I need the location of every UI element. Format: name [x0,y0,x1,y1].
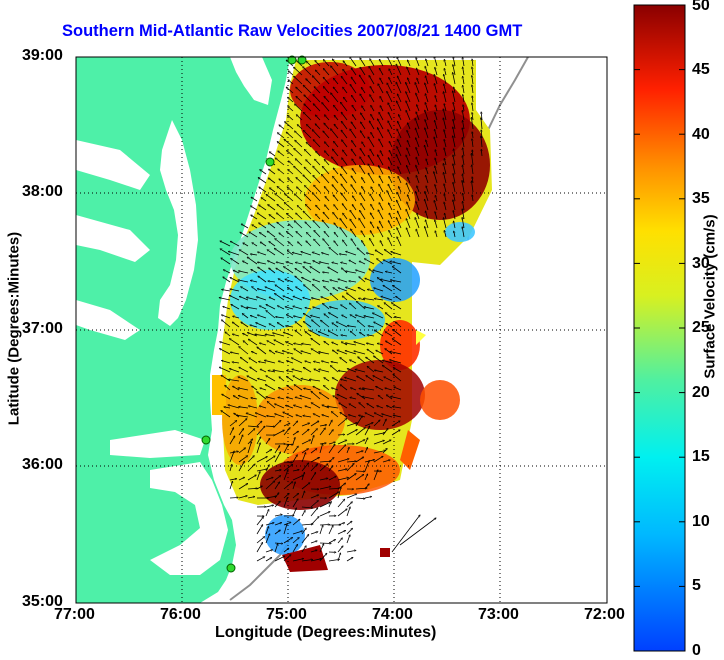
colorbar-tick-label: 25 [692,319,710,337]
velocity-patch [370,258,420,302]
velocity-arrow [230,498,238,499]
velocity-arrow [338,435,345,436]
velocity-arrow [356,471,365,472]
radar-station-marker [227,564,235,572]
colorbar-tick-label: 35 [692,190,710,208]
x-tick-label: 73:00 [478,606,519,624]
y-tick-label: 35:00 [22,593,63,611]
x-tick-label: 75:00 [266,606,307,624]
x-tick-label: 74:00 [372,606,413,624]
colorbar-tick-label: 30 [692,255,710,273]
x-axis-label: Longitude (Degrees:Minutes) [215,624,436,642]
velocity-arrow [320,525,330,526]
radar-station-marker [202,436,210,444]
velocity-patch [335,360,425,430]
colorbar-tick-label: 20 [692,384,710,402]
y-tick-label: 38:00 [22,183,63,201]
velocity-patch [380,548,390,557]
radar-station-marker [266,158,274,166]
velocity-patch [265,515,305,555]
x-tick-label: 72:00 [584,606,625,624]
colorbar [634,5,685,651]
velocity-patch [290,62,370,118]
colorbar-tick-label: 40 [692,126,710,144]
colorbar-tick-label: 45 [692,61,710,79]
x-tick-label: 76:00 [160,606,201,624]
velocity-patch [445,222,475,242]
y-tick-label: 39:00 [22,47,63,65]
colorbar-tick-label: 0 [692,642,701,660]
colorbar-tick-label: 15 [692,448,710,466]
velocity-arrow [284,462,292,463]
colorbar-label: Surface Velocity (cm/s) [702,187,719,407]
velocity-patch [212,375,226,415]
colorbar-tick-label: 5 [692,577,701,595]
colorbar-tick-label: 50 [692,0,710,15]
y-axis-label: Latitude (Degrees:Minutes) [6,219,23,439]
colorbar-tick-label: 10 [692,513,710,531]
velocity-patch [420,380,460,420]
y-tick-label: 37:00 [22,320,63,338]
y-tick-label: 36:00 [22,456,63,474]
velocity-patch [260,460,340,510]
